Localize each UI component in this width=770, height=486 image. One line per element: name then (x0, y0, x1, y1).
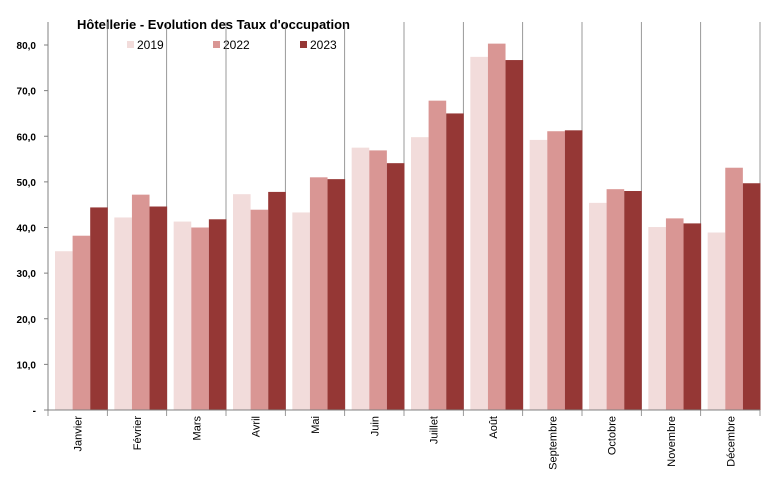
legend: 2019 2022 2023 (127, 38, 337, 52)
y-tick-label: - (33, 406, 36, 417)
bar-2022-janvier (72, 235, 91, 410)
bar-2023-août (505, 60, 524, 411)
bar-2019-janvier (55, 251, 73, 410)
x-tick-label: Août (488, 416, 500, 439)
bar-2019-septembre (529, 139, 548, 410)
y-tick-label: 70,0 (17, 87, 37, 98)
x-tick-label: Février (132, 416, 144, 451)
x-tick-label: Avril (251, 416, 263, 437)
bar-2023-mars (208, 219, 227, 410)
x-tick-label: Octobre (607, 416, 619, 455)
y-tick-label: 30,0 (17, 269, 37, 280)
bar-2019-mars (173, 221, 192, 410)
bars (55, 43, 761, 411)
bar-2023-janvier (90, 207, 108, 410)
bar-2022-mai (309, 177, 328, 410)
bar-2019-août (470, 56, 488, 411)
bar-2022-novembre (665, 218, 684, 410)
bar-2023-septembre (564, 130, 583, 410)
bar-2019-décembre (707, 232, 726, 410)
x-tick-label: Janvier (73, 416, 85, 452)
legend-swatch (127, 41, 134, 48)
x-tick-label: Mars (191, 416, 203, 441)
bar-2023-décembre (742, 183, 761, 410)
y-tick-label: 10,0 (17, 360, 37, 371)
y-tick-label: 60,0 (17, 132, 37, 143)
bar-2023-juillet (446, 113, 464, 410)
bar-2019-juillet (411, 137, 429, 410)
x-tick-label: Novembre (666, 416, 678, 467)
bar-2022-octobre (606, 189, 625, 410)
bar-2019-février (114, 217, 132, 410)
bar-2022-février (131, 194, 150, 410)
bar-2023-novembre (683, 223, 702, 410)
y-axis: - 10,0 20,0 30,0 40,0 50,0 60,0 70,0 80,0 (17, 22, 49, 417)
bar-2019-juin (351, 147, 370, 410)
y-tick-label: 50,0 (17, 178, 37, 189)
bar-2022-août (487, 43, 506, 410)
y-tick-label: 20,0 (17, 315, 37, 326)
legend-swatch (213, 41, 220, 48)
bar-2019-mai (292, 212, 310, 410)
bar-2022-avril (250, 209, 269, 410)
x-tick-label: Juin (369, 416, 381, 436)
x-tick-label: Septembre (547, 416, 559, 470)
y-tick-label: 80,0 (17, 41, 37, 52)
legend-swatch (300, 41, 307, 48)
bar-2019-octobre (589, 202, 607, 410)
bar-2022-mars (191, 227, 209, 410)
bar-2022-juin (369, 150, 387, 411)
legend-label: 2023 (310, 38, 337, 52)
legend-label: 2022 (223, 38, 250, 52)
x-axis: Janvier Février Mars Avril Mai Juin Juillet Aoû… (48, 409, 760, 470)
legend-label: 2019 (137, 38, 164, 52)
bar-2022-décembre (725, 167, 743, 410)
bar-2023-octobre (624, 191, 642, 410)
bar-2023-février (149, 206, 168, 410)
bar-2023-mai (327, 179, 346, 410)
bar-2023-juin (386, 163, 405, 410)
y-tick-label: 40,0 (17, 224, 37, 235)
x-tick-label: Juillet (429, 416, 441, 444)
x-tick-label: Décembre (725, 416, 737, 467)
bar-2022-septembre (547, 131, 565, 410)
bar-2019-novembre (648, 227, 666, 410)
x-tick-label: Mai (310, 416, 322, 434)
bar-2023-avril (268, 191, 286, 410)
bar-2019-avril (233, 194, 251, 410)
bar-2022-juillet (428, 100, 447, 410)
chart-title: Hôtellerie - Evolution des Taux d'occupa… (77, 17, 350, 32)
